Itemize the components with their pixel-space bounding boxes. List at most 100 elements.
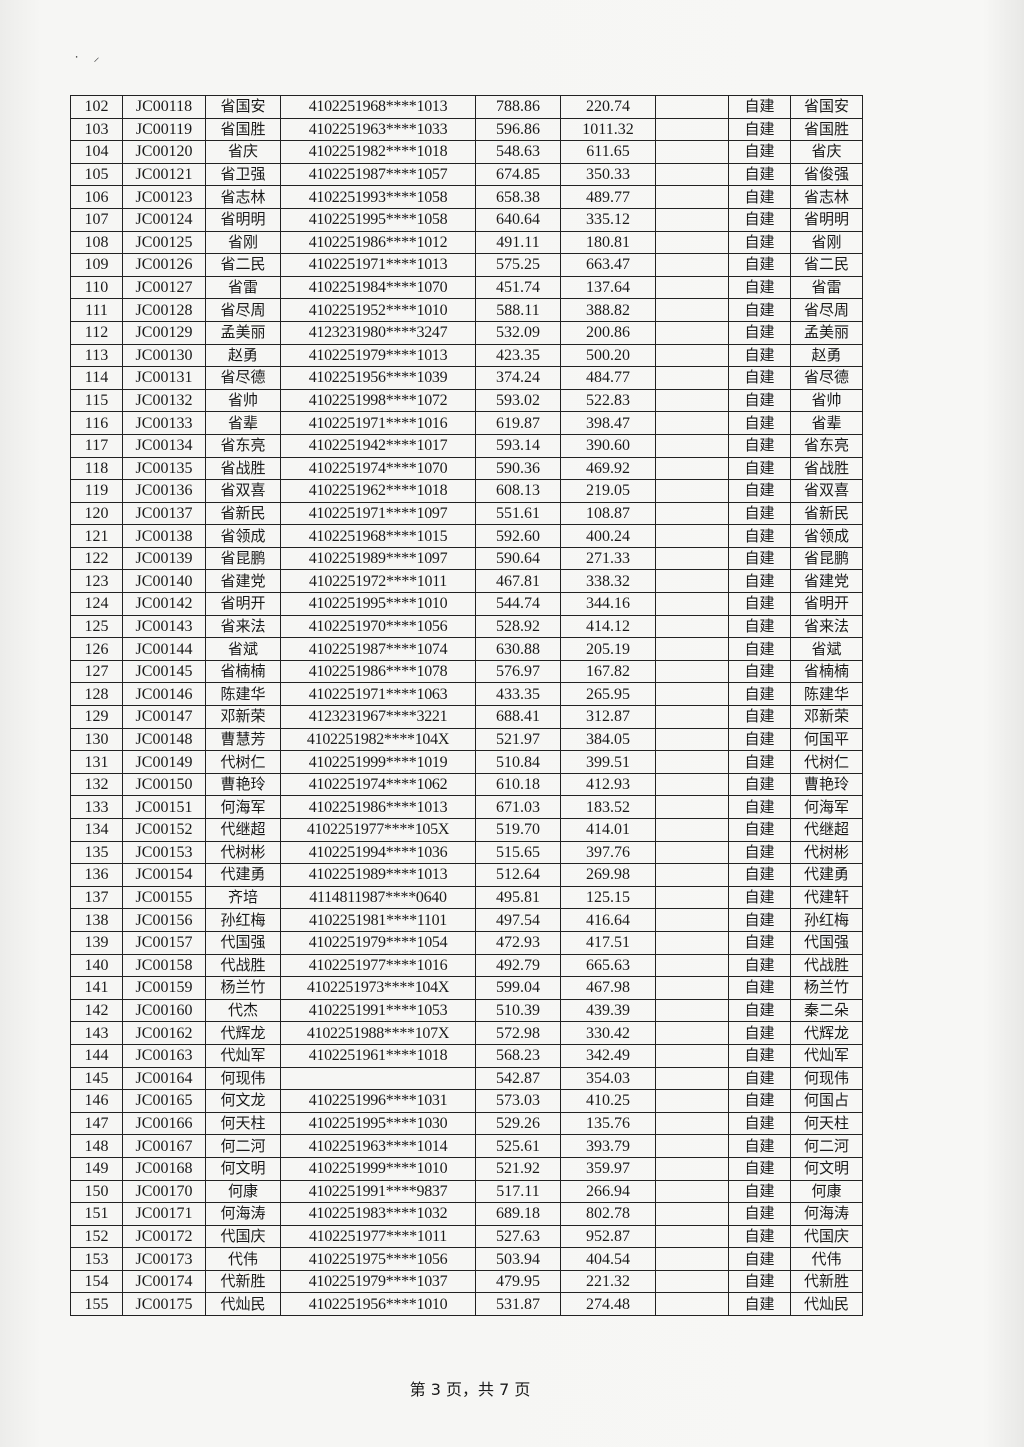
area-2-cell: 414.01 — [560, 818, 656, 842]
blank-cell — [655, 1224, 729, 1249]
row-number-cell: 109 — [70, 253, 123, 277]
name-cell: 省领成 — [205, 524, 281, 548]
owner-name-cell: 省尽周 — [790, 298, 863, 322]
area-2-cell: 167.82 — [560, 659, 656, 684]
row-number-cell: 116 — [70, 411, 123, 435]
blank-cell — [655, 117, 729, 142]
table-row: 125 JC00143 省来法 4102251970****1056 528.92 414… — [70, 614, 863, 639]
blank-cell — [655, 320, 729, 345]
id-number-cell: 4102251979****1037 — [280, 1269, 476, 1294]
area-1-cell: 515.65 — [475, 840, 561, 865]
household-code-cell: JC00144 — [122, 637, 206, 661]
area-1-cell: 510.84 — [475, 750, 561, 774]
row-number-cell: 103 — [70, 117, 123, 142]
id-number-cell: 4102251987****1057 — [280, 162, 476, 187]
name-cell: 省刚 — [205, 230, 281, 255]
household-code-cell: JC00131 — [122, 366, 206, 390]
area-1-cell: 658.38 — [475, 185, 561, 209]
household-code-cell: JC00152 — [122, 818, 206, 842]
household-code-cell: JC00158 — [122, 953, 206, 978]
id-number-cell: 4102251986****1078 — [280, 659, 476, 684]
id-number-cell: 4102251995****1058 — [280, 207, 476, 232]
id-number-cell: 4102251972****1011 — [280, 569, 476, 594]
id-number-cell: 4102251986****1013 — [280, 795, 476, 819]
household-code-cell: JC00147 — [122, 705, 206, 729]
row-number-cell: 105 — [70, 162, 123, 187]
owner-name-cell: 省俊强 — [790, 162, 863, 187]
table-row: 128 JC00146 陈建华 4102251971****1063 433.35 265… — [70, 682, 863, 707]
build-type-cell: 自建 — [728, 501, 791, 526]
row-number-cell: 143 — [70, 1021, 123, 1045]
build-type-cell: 自建 — [728, 230, 791, 255]
household-code-cell: JC00148 — [122, 727, 206, 752]
row-number-cell: 113 — [70, 343, 123, 368]
table-row: 118 JC00135 省战胜 4102251974****1070 590.36 469… — [70, 456, 863, 481]
household-code-cell: JC00127 — [122, 275, 206, 300]
blank-cell — [655, 1066, 729, 1091]
household-code-cell: JC00134 — [122, 433, 206, 458]
id-number-cell: 4102251986****1012 — [280, 230, 476, 255]
owner-name-cell: 代国强 — [790, 930, 863, 955]
blank-cell — [655, 1156, 729, 1181]
household-code-cell: JC00142 — [122, 592, 206, 616]
build-type-cell: 自建 — [728, 1156, 791, 1181]
build-type-cell: 自建 — [728, 456, 791, 481]
row-number-cell: 147 — [70, 1111, 123, 1136]
table-row: 153 JC00173 代伟 4102251975****1056 503.94 404.… — [70, 1247, 863, 1271]
owner-name-cell: 何海军 — [790, 795, 863, 819]
area-2-cell: 180.81 — [560, 230, 656, 255]
blank-cell — [655, 930, 729, 955]
owner-name-cell: 代树彬 — [790, 840, 863, 865]
area-1-cell: 528.92 — [475, 614, 561, 639]
household-code-cell: JC00157 — [122, 930, 206, 955]
table-row: 137 JC00155 齐培 4114811987****0640 495.81 125.… — [70, 885, 863, 910]
name-cell: 省国胜 — [205, 117, 281, 142]
area-1-cell: 593.02 — [475, 388, 561, 413]
area-1-cell: 588.11 — [475, 298, 561, 322]
table-row: 139 JC00157 代国强 4102251979****1054 472.93 417… — [70, 930, 863, 955]
row-number-cell: 149 — [70, 1156, 123, 1181]
row-number-cell: 125 — [70, 614, 123, 639]
name-cell: 代伟 — [205, 1247, 281, 1271]
row-number-cell: 152 — [70, 1224, 123, 1249]
name-cell: 代战胜 — [205, 953, 281, 978]
table-row: 121 JC00138 省领成 4102251968****1015 592.60 400… — [70, 524, 863, 548]
build-type-cell: 自建 — [728, 727, 791, 752]
row-number-cell: 133 — [70, 795, 123, 819]
build-type-cell: 自建 — [728, 818, 791, 842]
household-code-cell: JC00150 — [122, 772, 206, 797]
area-2-cell: 220.74 — [560, 95, 656, 119]
household-code-cell: JC00165 — [122, 1089, 206, 1113]
row-number-cell: 115 — [70, 388, 123, 413]
blank-cell — [655, 140, 729, 164]
blank-cell — [655, 569, 729, 594]
id-number-cell: 4102251999****1010 — [280, 1156, 476, 1181]
blank-cell — [655, 95, 729, 119]
area-1-cell: 674.85 — [475, 162, 561, 187]
blank-cell — [655, 1089, 729, 1113]
owner-name-cell: 何国平 — [790, 727, 863, 752]
row-number-cell: 114 — [70, 366, 123, 390]
blank-cell — [655, 230, 729, 255]
blank-cell — [655, 1134, 729, 1158]
build-type-cell: 自建 — [728, 95, 791, 119]
build-type-cell: 自建 — [728, 998, 791, 1023]
row-number-cell: 150 — [70, 1179, 123, 1204]
row-number-cell: 112 — [70, 320, 123, 345]
id-number-cell: 4102251942****1017 — [280, 433, 476, 458]
blank-cell — [655, 1269, 729, 1294]
build-type-cell: 自建 — [728, 795, 791, 819]
household-code-cell: JC00129 — [122, 320, 206, 345]
table-row: 120 JC00137 省新民 4102251971****1097 551.61 108… — [70, 501, 863, 526]
table-row: 146 JC00165 何文龙 4102251996****1031 573.03 410… — [70, 1089, 863, 1113]
household-code-cell: JC00136 — [122, 479, 206, 503]
table-row: 136 JC00154 代建勇 4102251989****1013 512.64 269… — [70, 863, 863, 887]
area-1-cell: 423.35 — [475, 343, 561, 368]
name-cell: 代新胜 — [205, 1269, 281, 1294]
table-row: 142 JC00160 代杰 4102251991****1053 510.39 439.… — [70, 998, 863, 1023]
owner-name-cell: 代继超 — [790, 818, 863, 842]
area-1-cell: 548.63 — [475, 140, 561, 164]
row-number-cell: 155 — [70, 1292, 123, 1317]
build-type-cell: 自建 — [728, 863, 791, 887]
household-code-cell: JC00153 — [122, 840, 206, 865]
